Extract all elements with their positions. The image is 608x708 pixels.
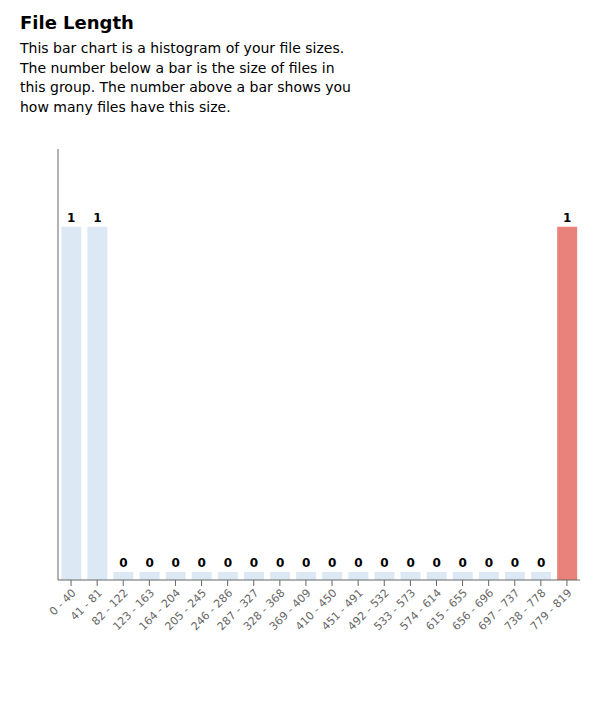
svg-text:1: 1 xyxy=(563,211,571,225)
svg-text:1: 1 xyxy=(67,211,75,225)
svg-text:574 - 614: 574 - 614 xyxy=(397,586,445,634)
svg-text:779 - 819: 779 - 819 xyxy=(528,587,575,634)
svg-text:41 - 81: 41 - 81 xyxy=(68,586,105,624)
svg-text:738 - 778: 738 - 778 xyxy=(501,586,549,634)
svg-text:205 - 245: 205 - 245 xyxy=(162,586,210,634)
html-text:this group. The number above a: this group. The number above a bar shows… xyxy=(20,79,351,96)
svg-text:0: 0 xyxy=(511,556,519,570)
svg-text:533 - 573: 533 - 573 xyxy=(371,586,418,634)
svg-text:123 - 163: 123 - 163 xyxy=(110,586,157,634)
svg-text:0: 0 xyxy=(250,556,258,570)
html-text:File Length: File Length xyxy=(20,12,134,33)
svg-text:0: 0 xyxy=(459,556,467,570)
html-text:how many files have this size.: how many files have this size. xyxy=(20,98,231,115)
svg-text:697 - 737: 697 - 737 xyxy=(475,586,523,634)
svg-text:410 - 450: 410 - 450 xyxy=(293,586,340,634)
svg-text:164 - 204: 164 - 204 xyxy=(136,586,184,634)
svg-text:369 - 409: 369 - 409 xyxy=(266,586,314,634)
svg-text:656 - 696: 656 - 696 xyxy=(449,586,497,634)
svg-text:0 - 40: 0 - 40 xyxy=(46,586,79,619)
svg-text:0: 0 xyxy=(380,556,388,570)
svg-text:82 - 122: 82 - 122 xyxy=(89,586,131,629)
svg-text:0: 0 xyxy=(328,556,336,570)
svg-text:0: 0 xyxy=(537,556,545,570)
svg-text:0: 0 xyxy=(171,556,179,570)
svg-text:0: 0 xyxy=(432,556,440,570)
svg-text:0: 0 xyxy=(224,556,232,570)
svg-text:1: 1 xyxy=(93,211,101,225)
svg-text:0: 0 xyxy=(354,556,362,570)
svg-text:0: 0 xyxy=(119,556,127,570)
svg-text:0: 0 xyxy=(485,556,493,570)
html-text:This bar chart is a histogram: This bar chart is a histogram of your fi… xyxy=(20,40,345,56)
svg-text:287 - 327: 287 - 327 xyxy=(214,586,262,634)
svg-text:0: 0 xyxy=(302,556,310,570)
svg-text:615 - 655: 615 - 655 xyxy=(423,586,471,634)
svg-text:246 - 286: 246 - 286 xyxy=(188,586,236,634)
svg-text:0: 0 xyxy=(145,556,153,570)
svg-text:328 - 368: 328 - 368 xyxy=(240,586,288,634)
svg-text:0: 0 xyxy=(406,556,414,570)
svg-text:0: 0 xyxy=(198,556,206,570)
svg-text:0: 0 xyxy=(276,556,284,570)
svg-text:451 - 491: 451 - 491 xyxy=(319,586,366,634)
svg-text:492 - 532: 492 - 532 xyxy=(345,586,392,634)
html-text:The number below a bar is the: The number below a bar is the size of fi… xyxy=(20,59,335,76)
